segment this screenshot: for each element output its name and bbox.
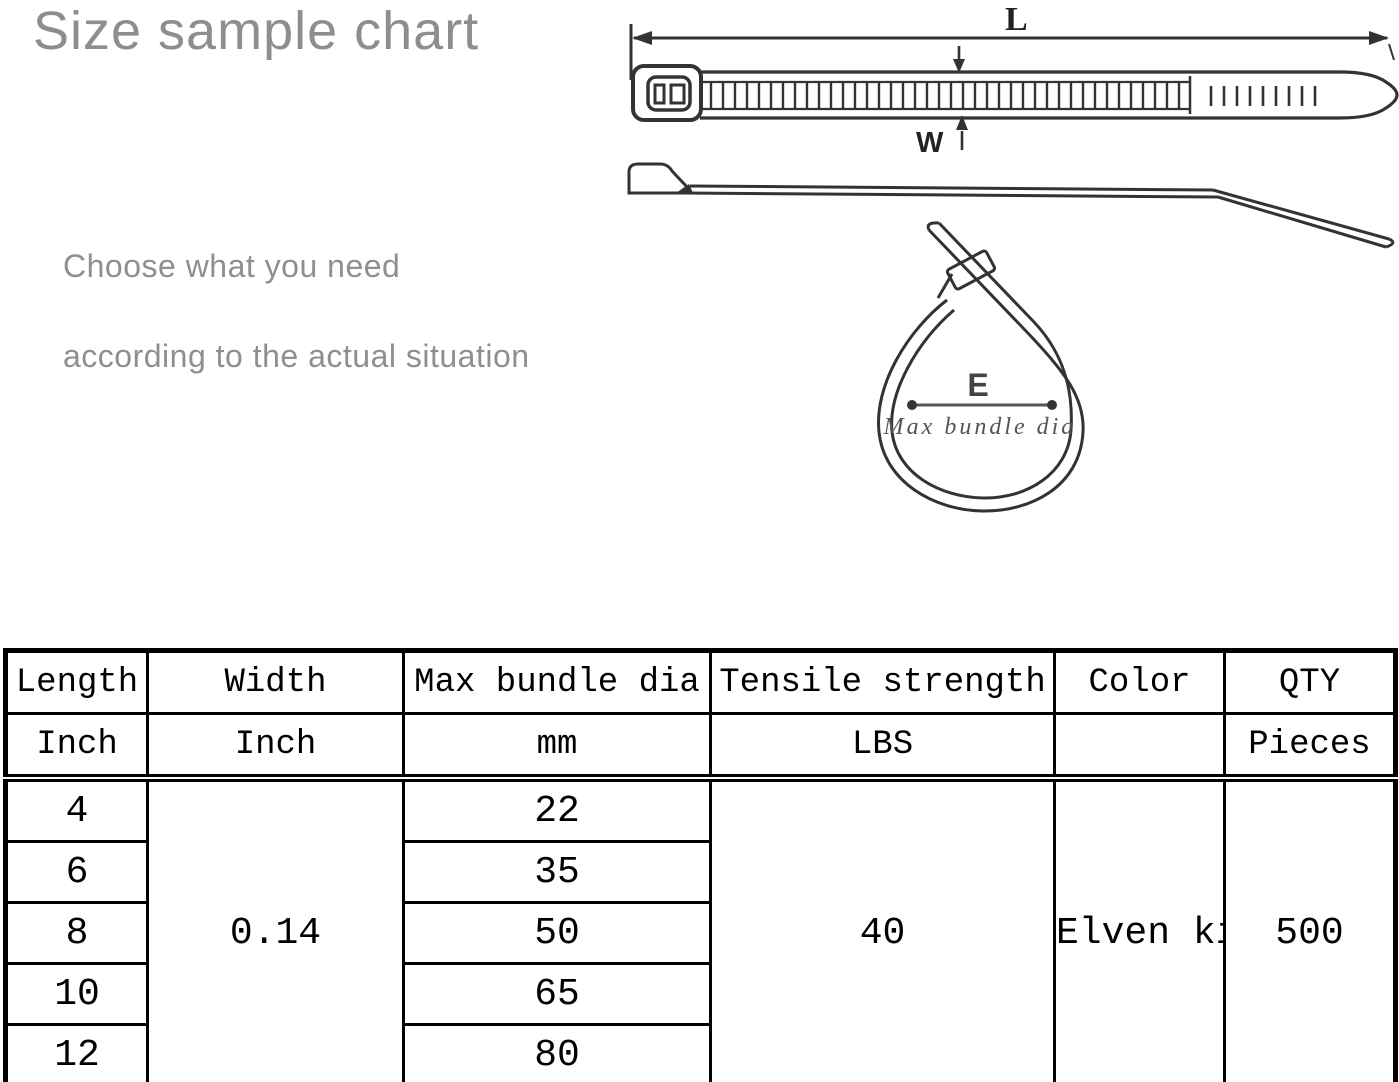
table-row: 8 50 [4, 901, 1396, 965]
header-qty: QTY [1223, 649, 1397, 715]
length-dimension-label: L [1005, 1, 1028, 38]
tensile-value-cell: 40 [709, 776, 1056, 1082]
qty-value-cell: 500 [1223, 776, 1397, 1082]
cable-tie-side-view [627, 162, 1395, 249]
table-header-row: Length Width Max bundle dia Tensile stre… [4, 649, 1397, 715]
unit-dia: mm [402, 712, 712, 782]
cable-tie-top-view [631, 64, 1399, 122]
unit-width: Inch [146, 712, 405, 782]
header-tensile-strength: Tensile strength [709, 649, 1056, 715]
cable-tie-loop-view [877, 221, 1085, 513]
unit-color [1053, 712, 1226, 782]
header-max-bundle-dia: Max bundle dia [402, 649, 712, 715]
table-row: 10 65 [4, 962, 1396, 1026]
length-cell: 6 [4, 840, 149, 904]
length-cell: 10 [4, 962, 149, 1026]
width-dimension-label: W [916, 127, 944, 159]
width-value-cell: 0.14 [146, 776, 405, 1082]
dia-cell: 65 [402, 962, 712, 1026]
length-cell: 12 [4, 1023, 149, 1082]
diameter-dimension: E Max bundle dia [883, 367, 1077, 440]
color-value-cell: Elven kinds [1053, 776, 1226, 1082]
length-cell: 8 [4, 901, 149, 965]
dia-cell: 22 [402, 776, 712, 843]
diameter-caption: Max bundle dia [883, 414, 1077, 440]
table-units-row: Inch Inch mm LBS Pieces [4, 712, 1397, 782]
cable-tie-diagram: L W [627, 1, 1399, 513]
dia-cell: 35 [402, 840, 712, 904]
unit-tensile: LBS [709, 712, 1056, 782]
header-length: Length [4, 649, 149, 715]
unit-length: Inch [4, 712, 149, 782]
table-row: 12 80 [4, 1023, 1396, 1082]
table-row: 4 0.14 22 40 Elven kinds 500 [4, 776, 1397, 1082]
length-dimension: L [629, 1, 1395, 80]
strap-tip-dashes [1209, 86, 1317, 106]
header-color: Color [1053, 649, 1226, 715]
diameter-dimension-label: E [967, 367, 988, 403]
table-row: 6 35 [4, 840, 1396, 904]
subtitle-line-2: according to the actual situation [63, 338, 530, 374]
subtitle-line-1: Choose what you need [63, 248, 401, 284]
strap-teeth [709, 82, 1181, 109]
unit-qty: Pieces [1223, 712, 1397, 782]
dia-cell: 50 [402, 901, 712, 965]
dia-cell: 80 [402, 1023, 712, 1082]
width-dimension: W [916, 46, 968, 159]
size-table: Length Width Max bundle dia Tensile stre… [3, 648, 1398, 1082]
header-width: Width [146, 649, 405, 715]
page-title: Size sample chart [33, 1, 480, 61]
length-cell: 4 [4, 776, 149, 843]
